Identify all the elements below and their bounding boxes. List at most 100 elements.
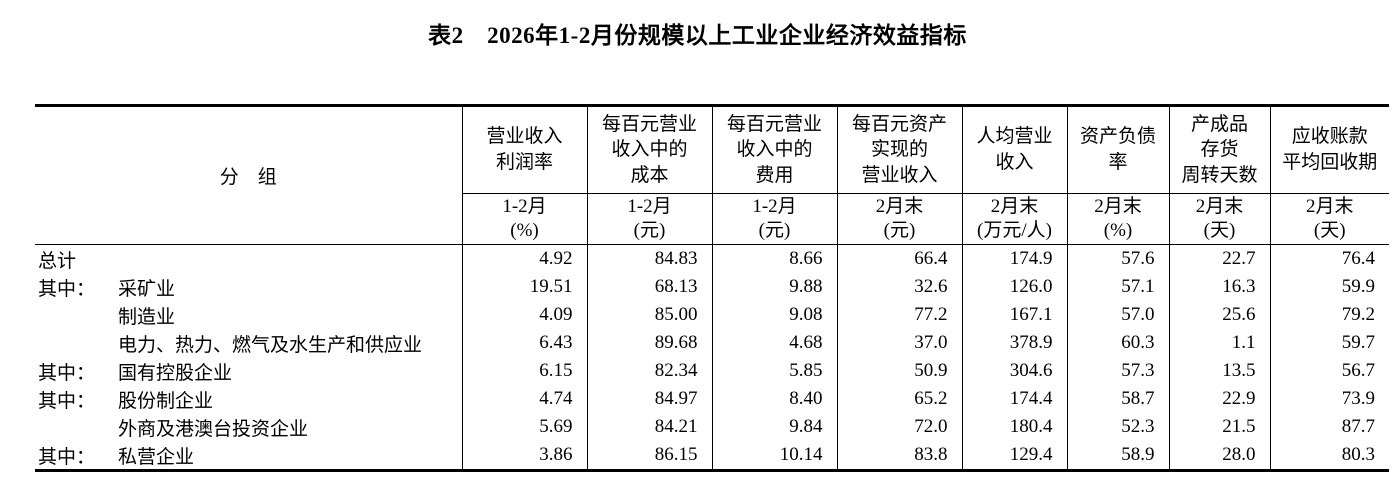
cell-value: 9.08: [711, 301, 837, 329]
cell-value: 129.4: [961, 441, 1067, 471]
cell-value: 8.40: [711, 385, 837, 413]
cell-value: 86.15: [586, 441, 712, 471]
col-header-label: 营业收入 利润率: [486, 126, 563, 173]
cell-value: 66.4: [836, 244, 962, 273]
cell-value: 22.9: [1168, 385, 1270, 413]
row-label-text: 制造业: [118, 306, 176, 328]
col-header-receivables-collection-period: 应收账款 平均回收期: [1269, 105, 1389, 194]
subheader-label: 2月末 (万元/人): [977, 196, 1052, 241]
table-row-private: 其中： 私营企业 3.86 86.15 10.14 83.8 129.4 58.9…: [35, 441, 1389, 471]
row-prefix: 其中：: [38, 446, 96, 468]
cell-value: 19.51: [461, 273, 587, 301]
subheader-label: 2月末 (天): [1305, 196, 1354, 241]
cell-value: 82.34: [586, 357, 712, 385]
col-header-label: 应收账款 平均回收期: [1282, 126, 1378, 173]
subheader-label: 1-2月 (%): [502, 196, 547, 241]
cell-value: 8.66: [711, 244, 837, 273]
row-prefix: 其中：: [38, 278, 96, 300]
cell-value: 57.3: [1066, 357, 1169, 385]
cell-value: 304.6: [961, 357, 1067, 385]
cell-value: 84.21: [586, 413, 712, 441]
col-header-cost-per-100: 每百元营业 收入中的 成本: [586, 105, 712, 194]
cell-value: 174.9: [961, 244, 1067, 273]
col-header-label: 每百元营业 收入中的 成本: [601, 113, 697, 186]
table-row-shareholding: 其中： 股份制企业 4.74 84.97 8.40 65.2 174.4 58.7…: [35, 385, 1389, 413]
col-header-profit-margin: 营业收入 利润率: [461, 105, 587, 194]
table-subheader-row: 1-2月 (%) 1-2月 (元) 1-2月 (元) 2月末 (元) 2月末 (…: [35, 193, 1389, 245]
cell-value: 6.43: [461, 329, 587, 357]
cell-value: 13.5: [1168, 357, 1270, 385]
table-row-mining: 其中： 采矿业 19.51 68.13 9.88 32.6 126.0 57.1 …: [35, 273, 1389, 301]
subheader-period-unit: 1-2月 (元): [711, 193, 837, 245]
row-label: 总计: [35, 245, 462, 274]
cell-value: 32.6: [836, 273, 962, 301]
row-label-text: 国有控股企业: [118, 362, 233, 384]
cell-value: 77.2: [836, 301, 962, 329]
cell-value: 6.15: [461, 357, 587, 385]
cell-value: 60.3: [1066, 329, 1169, 357]
cell-value: 80.3: [1269, 441, 1389, 471]
cell-value: 59.9: [1269, 273, 1389, 301]
cell-value: 4.68: [711, 329, 837, 357]
cell-value: 79.2: [1269, 301, 1389, 329]
subheader-label: 2月末 (%): [1094, 196, 1142, 241]
cell-value: 89.68: [586, 329, 712, 357]
cell-value: 83.8: [836, 441, 962, 471]
row-label-text: 总计: [38, 250, 77, 272]
cell-value: 5.69: [461, 413, 587, 441]
col-header-label: 资产负债 率: [1079, 126, 1156, 173]
cell-value: 84.97: [586, 385, 712, 413]
cell-value: 4.74: [461, 385, 587, 413]
row-label: 电力、热力、燃气及水生产和供应业: [35, 329, 462, 357]
cell-value: 10.14: [711, 441, 837, 471]
page-title: 表2 2026年1-2月份规模以上工业企业经济效益指标: [428, 23, 967, 48]
subheader-label: 2月末 (天): [1195, 196, 1244, 241]
col-header-expense-per-100: 每百元营业 收入中的 费用: [711, 105, 837, 194]
cell-value: 57.0: [1066, 301, 1169, 329]
cell-value: 73.9: [1269, 385, 1389, 413]
table-row-manufacturing: 制造业 4.09 85.00 9.08 77.2 167.1 57.0 25.6…: [35, 301, 1389, 329]
subheader-label: 1-2月 (元): [627, 196, 672, 241]
cell-value: 58.7: [1066, 385, 1169, 413]
subheader-period-unit: 1-2月 (%): [461, 193, 587, 245]
table-row-foreign-invested: 外商及港澳台投资企业 5.69 84.21 9.84 72.0 180.4 52…: [35, 413, 1389, 441]
cell-value: 4.92: [461, 244, 587, 273]
cell-value: 87.7: [1269, 413, 1389, 441]
row-label-text: 私营企业: [118, 446, 195, 468]
cell-value: 65.2: [836, 385, 962, 413]
cell-value: 85.00: [586, 301, 712, 329]
cell-value: 52.3: [1066, 413, 1169, 441]
subheader-period-unit: 2月末 (天): [1269, 193, 1389, 245]
cell-value: 22.7: [1168, 244, 1270, 273]
row-label: 其中： 国有控股企业: [35, 357, 462, 385]
cell-value: 58.9: [1066, 441, 1169, 471]
cell-value: 3.86: [461, 441, 587, 471]
cell-value: 180.4: [961, 413, 1067, 441]
economic-indicators-table: 分 组 营业收入 利润率 每百元营业 收入中的 成本 每百元营业 收入中的 费用…: [35, 104, 1389, 472]
row-label-text: 外商及港澳台投资企业: [118, 418, 309, 440]
subheader-period-unit: 2月末 (天): [1168, 193, 1270, 245]
cell-value: 76.4: [1269, 244, 1389, 273]
cell-value: 9.84: [711, 413, 837, 441]
cell-value: 68.13: [586, 273, 712, 301]
cell-value: 126.0: [961, 273, 1067, 301]
table-header-row: 分 组 营业收入 利润率 每百元营业 收入中的 成本 每百元营业 收入中的 费用…: [35, 105, 1389, 245]
cell-value: 21.5: [1168, 413, 1270, 441]
col-header-label: 每百元资产 实现的 营业收入: [851, 113, 947, 186]
row-label-text: 股份制企业: [118, 390, 214, 412]
row-label: 其中： 私营企业: [35, 441, 462, 471]
cell-value: 37.0: [836, 329, 962, 357]
subheader-period-unit: 2月末 (%): [1066, 193, 1169, 245]
col-header-label: 人均营业 收入: [976, 126, 1053, 173]
col-header-label: 产成品 存货 周转天数: [1181, 113, 1258, 186]
row-label: 外商及港澳台投资企业: [35, 413, 462, 441]
subheader-period-unit: 2月末 (万元/人): [961, 193, 1067, 245]
col-header-revenue-per-100-assets: 每百元资产 实现的 营业收入: [836, 105, 962, 194]
col-header-debt-ratio: 资产负债 率: [1066, 105, 1169, 194]
cell-value: 9.88: [711, 273, 837, 301]
row-label: 制造业: [35, 301, 462, 329]
cell-value: 84.83: [586, 244, 712, 273]
table-row-total: 总计 4.92 84.83 8.66 66.4 174.9 57.6 22.7 …: [35, 244, 1389, 274]
subheader-period-unit: 2月末 (元): [836, 193, 962, 245]
cell-value: 174.4: [961, 385, 1067, 413]
